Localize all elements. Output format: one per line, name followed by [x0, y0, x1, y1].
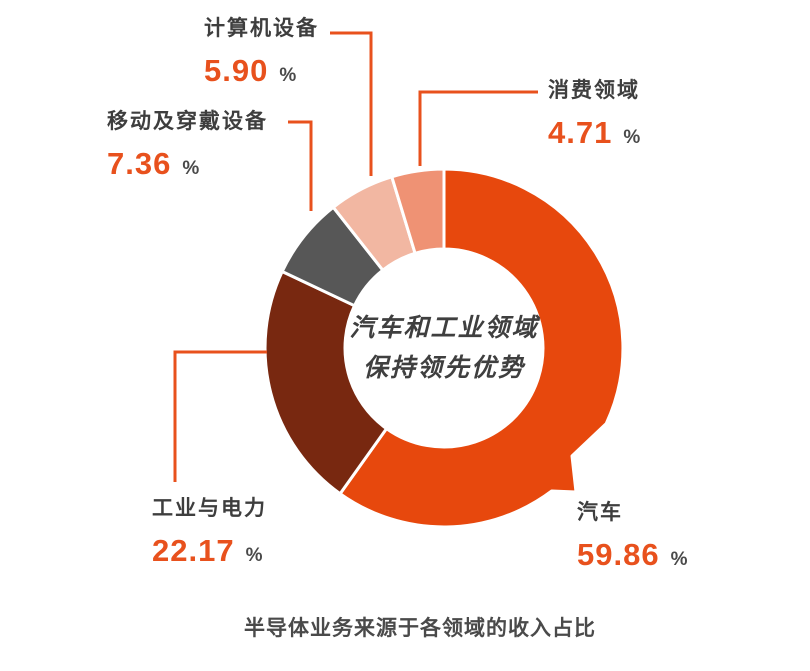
slice-consumer	[390, 167, 446, 255]
percent-sign: %	[245, 545, 263, 566]
callout-automotive: 汽车 59.86 %	[577, 496, 687, 573]
segment-label: 移动及穿戴设备	[107, 110, 268, 133]
percent-sign: %	[670, 549, 688, 570]
center-text-line1: 汽车和工业领域	[349, 314, 539, 342]
leader-line-mobile-wearable	[288, 120, 313, 211]
leader-lines	[173, 31, 538, 482]
callout-mobile-wearable: 移动及穿戴设备 7.36 %	[107, 105, 268, 182]
segment-value: 22.17	[152, 533, 235, 568]
segment-label: 消费领域	[548, 79, 640, 102]
segment-label: 计算机设备	[204, 17, 319, 40]
segment-value: 4.71	[548, 115, 613, 150]
leader-line-computer-equipment	[330, 31, 373, 176]
callout-industrial-power: 工业与电力 22.17 %	[152, 492, 267, 569]
leader-line-consumer	[418, 90, 538, 166]
segment-value: 7.36	[107, 146, 172, 181]
center-text-line2: 保持领先优势	[362, 354, 526, 382]
percent-sign: %	[279, 65, 297, 86]
donut-slices	[263, 167, 625, 529]
segment-value: 5.90	[204, 53, 269, 88]
chart-caption: 半导体业务来源于各领域的收入占比	[244, 617, 596, 640]
segment-value: 59.86	[577, 537, 660, 572]
donut-center-text: 汽车和工业领域 保持领先优势	[349, 308, 538, 388]
slice-automotive	[338, 167, 625, 529]
callout-consumer: 消费领域 4.71 %	[548, 74, 640, 151]
leader-line-industrial-power	[173, 350, 267, 482]
percent-sign: %	[182, 158, 200, 179]
segment-label: 汽车	[577, 501, 623, 524]
segment-label: 工业与电力	[152, 497, 267, 520]
percent-sign: %	[623, 127, 641, 148]
slice-industrial-power	[263, 270, 388, 496]
callout-computer-equipment: 计算机设备 5.90 %	[204, 12, 319, 89]
